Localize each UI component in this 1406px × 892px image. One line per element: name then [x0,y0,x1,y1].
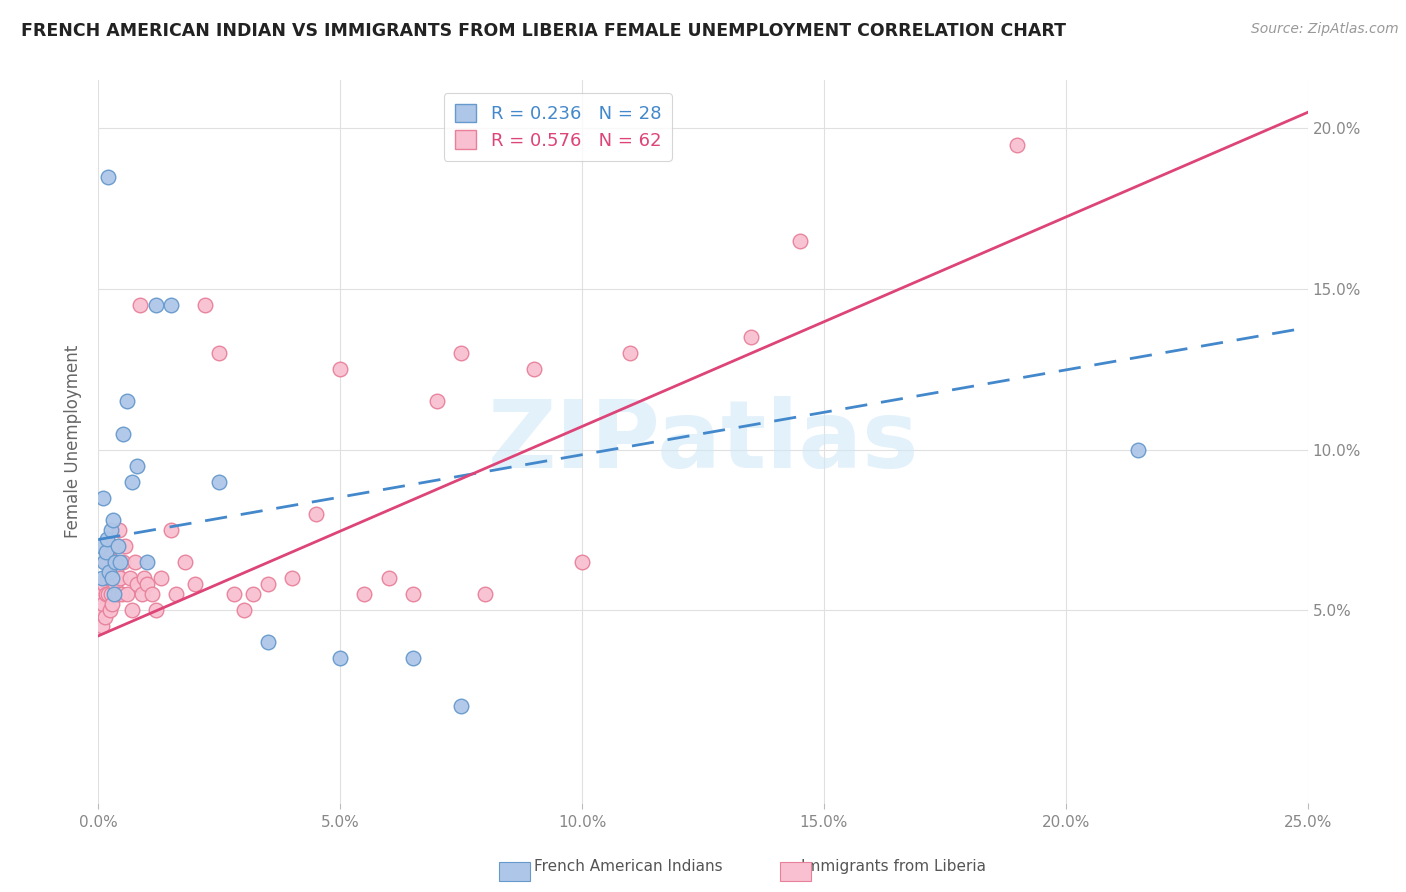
Point [127,577,149,591]
Point [222,587,245,601]
Point [232,603,254,617]
Point [107,539,129,553]
Y-axis label: Female Unemployment: Female Unemployment [65,345,83,538]
Point [145,603,167,617]
Point [90,539,112,553]
Point [111,426,134,441]
Point [101,539,124,553]
Point [256,635,278,649]
Point [160,298,183,312]
Point [105,565,128,579]
Point [121,475,143,489]
Point [474,587,496,601]
Point [111,555,134,569]
Point [118,571,141,585]
Point [91,619,114,633]
Point [114,539,136,553]
Point [402,651,425,665]
Point [111,587,134,601]
Point [100,587,122,601]
Point [94,545,117,559]
Point [329,651,352,665]
Point [98,545,121,559]
Point [242,587,264,601]
Point [104,577,127,591]
Point [94,555,117,569]
Point [104,555,127,569]
Point [789,234,811,248]
Point [117,587,139,601]
Point [165,587,187,601]
Point [100,523,122,537]
Point [101,597,124,611]
Point [135,577,157,591]
Point [90,587,112,601]
Point [353,587,375,601]
Point [174,555,197,569]
Point [145,298,167,312]
Text: Immigrants from Liberia: Immigrants from Liberia [801,859,987,874]
Point [450,346,472,360]
Point [90,603,112,617]
Point [103,555,125,569]
Point [619,346,641,360]
Text: French American Indians: French American Indians [534,859,723,874]
Point [96,571,118,585]
Point [208,475,231,489]
Point [107,523,129,537]
Text: Source: ZipAtlas.com: Source: ZipAtlas.com [1251,22,1399,37]
Point [93,555,115,569]
Point [96,533,118,547]
Point [108,571,131,585]
Point [377,571,399,585]
Point [124,555,146,569]
Point [450,699,472,714]
Point [208,346,231,360]
Legend: R = 0.236   N = 28, R = 0.576   N = 62: R = 0.236 N = 28, R = 0.576 N = 62 [444,93,672,161]
Point [93,577,115,591]
Point [91,597,114,611]
Point [107,587,129,601]
Point [523,362,546,376]
Point [256,577,278,591]
Point [135,555,157,569]
Point [184,577,207,591]
Point [1128,442,1150,457]
Point [571,555,593,569]
Text: ZIPatlas: ZIPatlas [488,395,918,488]
Point [97,169,120,184]
Point [329,362,352,376]
Point [91,571,114,585]
Point [101,571,124,585]
Point [131,587,153,601]
Point [98,565,121,579]
Point [121,603,143,617]
Point [98,603,121,617]
Point [194,298,217,312]
Point [103,587,125,601]
Point [101,513,124,527]
Point [402,587,425,601]
Point [127,458,149,473]
Point [97,587,120,601]
Point [108,555,131,569]
Point [426,394,449,409]
Point [93,609,115,624]
Point [281,571,304,585]
Point [150,571,173,585]
Point [117,394,139,409]
Point [160,523,183,537]
Point [305,507,328,521]
Point [1007,137,1029,152]
Point [96,587,118,601]
Text: FRENCH AMERICAN INDIAN VS IMMIGRANTS FROM LIBERIA FEMALE UNEMPLOYMENT CORRELATIO: FRENCH AMERICAN INDIAN VS IMMIGRANTS FRO… [21,22,1066,40]
Point [128,298,150,312]
Point [740,330,762,344]
Point [100,571,122,585]
Point [141,587,163,601]
Point [134,571,156,585]
Point [91,491,114,505]
